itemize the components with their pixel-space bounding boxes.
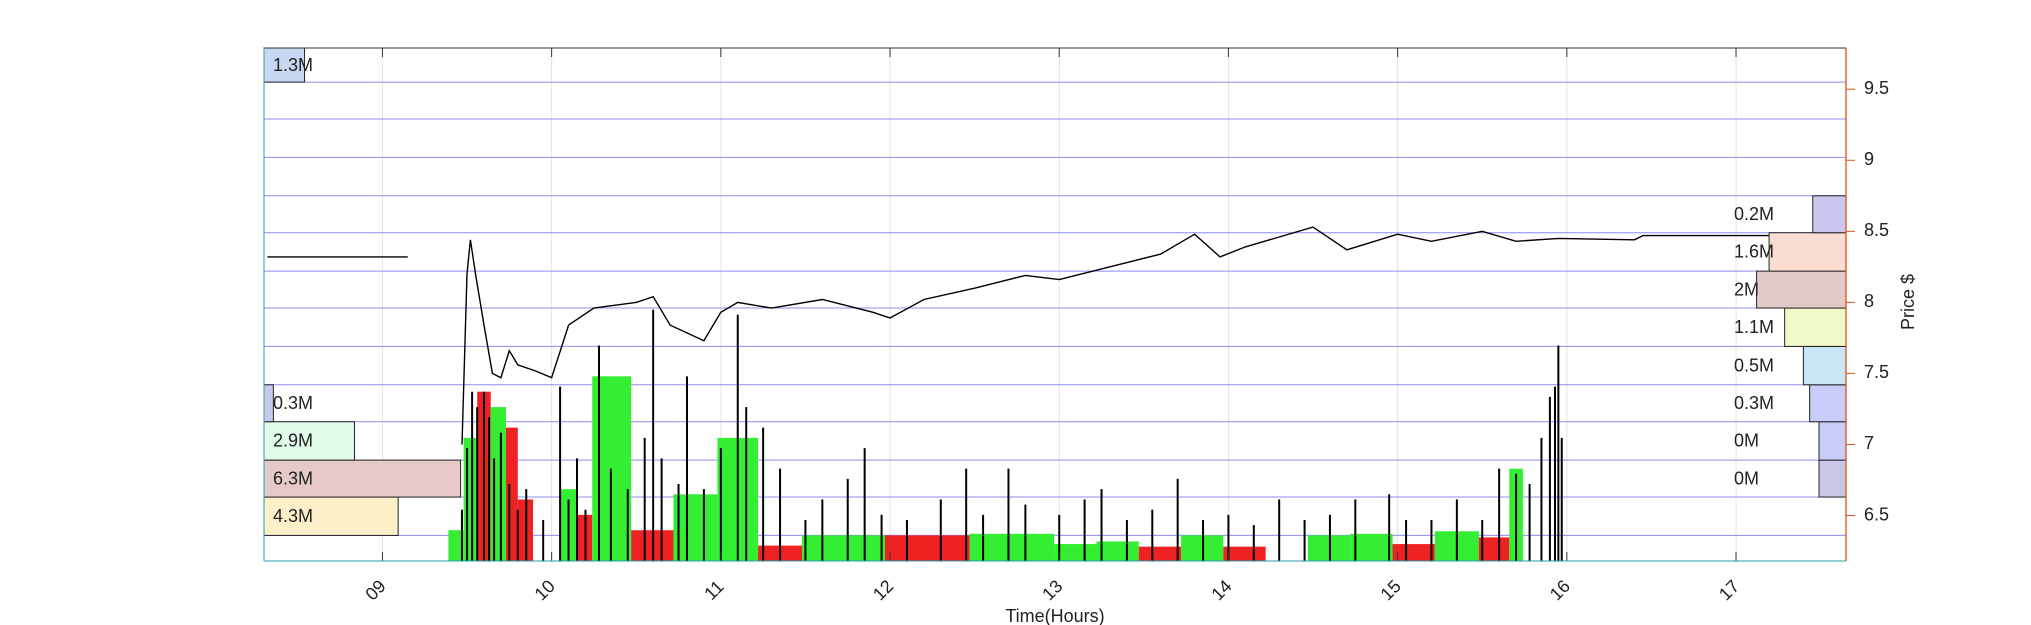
x-tick-label: 13 [1038, 576, 1066, 604]
volume-profile-label: 1.3M [273, 55, 313, 75]
volume-profile-bar [1809, 384, 1847, 423]
y-tick-label: 9.5 [1864, 78, 1889, 98]
volume-profile-label: 0.3M [273, 393, 313, 413]
volume-profile-bar [1812, 195, 1847, 234]
volume-profile-bar [1784, 307, 1847, 347]
volume-bar [884, 535, 970, 561]
volume-bar [802, 535, 885, 561]
y-axis-label: Price $ [1898, 274, 1918, 330]
volume-profile-label: 2M [1734, 279, 1759, 299]
x-tick-label: 09 [361, 576, 389, 604]
volume-bar [490, 407, 506, 561]
volume-profile-label: 6.3M [273, 468, 313, 488]
volume-bar [1054, 544, 1097, 561]
volume-bar [1392, 544, 1435, 561]
volume-bar [1138, 546, 1182, 561]
volume-bar [463, 437, 478, 561]
x-tick-label: 15 [1377, 576, 1405, 604]
grid [264, 48, 1846, 561]
y-tick-label: 6.5 [1864, 504, 1889, 524]
volume-profile-label: 2.9M [273, 431, 313, 451]
volume-profile-label: 1.1M [1734, 317, 1774, 337]
volume-bar [448, 530, 464, 561]
x-tick-label: 14 [1207, 576, 1235, 604]
volume-profile-bar [263, 459, 462, 498]
x-tick-label: 10 [531, 576, 559, 604]
volume-profile-label: 4.3M [273, 506, 313, 526]
volume-profile-label: 0M [1734, 431, 1759, 451]
x-tick-label: 12 [869, 576, 897, 604]
volume-bar [1350, 533, 1393, 561]
volume-profile-label: 0M [1734, 468, 1759, 488]
volume-profile-label: 0.2M [1734, 204, 1774, 224]
volume-profile-bar [1802, 345, 1847, 386]
volume-profile-bar [1756, 270, 1847, 309]
volume-profile-label: 0.3M [1734, 393, 1774, 413]
y-tick-label: 8.5 [1864, 220, 1889, 240]
volume-profile-bar [263, 421, 355, 461]
volume-profile-bar [263, 384, 274, 423]
y-tick-label: 7 [1864, 433, 1874, 453]
volume-profile-bar [1818, 421, 1847, 461]
x-axis-label: Time(Hours) [1005, 606, 1104, 625]
volume-bar [505, 427, 518, 561]
plot-area [264, 48, 1846, 561]
volume-profile-label: 1.6M [1734, 242, 1774, 262]
volume [448, 309, 1563, 561]
x-tick-label: 16 [1546, 576, 1574, 604]
volume-profile-bar [1768, 232, 1847, 272]
y-tick-label: 9 [1864, 149, 1874, 169]
volume-profile-bar [1818, 459, 1847, 498]
x-tick-label: 11 [700, 576, 727, 603]
volume-bar [673, 494, 718, 561]
y-tick-label: 7.5 [1864, 362, 1889, 382]
x-tick-label: 17 [1715, 576, 1743, 604]
volume-bar [1223, 546, 1266, 561]
y-tick-label: 8 [1864, 291, 1874, 311]
volume-bar [1478, 537, 1510, 561]
volume-bar [1096, 541, 1139, 561]
volume-profile-label: 0.5M [1734, 355, 1774, 375]
